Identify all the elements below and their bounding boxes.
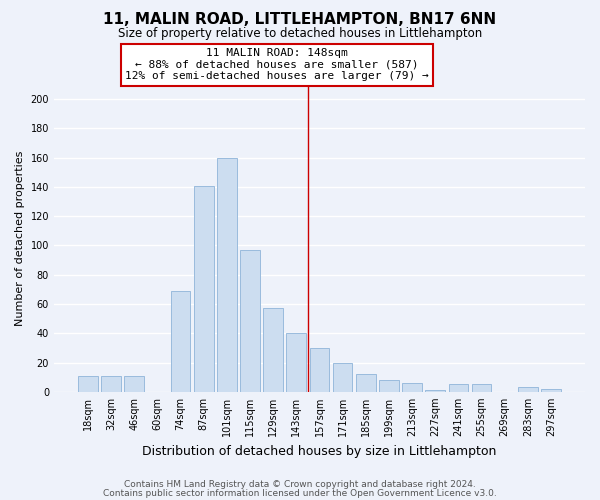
Bar [472,384,491,392]
Bar [240,250,260,392]
Bar [194,186,214,392]
Bar [217,158,236,392]
Bar [310,348,329,392]
Bar [518,388,538,392]
Y-axis label: Number of detached properties: Number of detached properties [15,150,25,326]
Bar [402,383,422,392]
Bar [101,376,121,392]
Bar [263,308,283,392]
Text: Contains public sector information licensed under the Open Government Licence v3: Contains public sector information licen… [103,489,497,498]
Text: Size of property relative to detached houses in Littlehampton: Size of property relative to detached ho… [118,28,482,40]
Bar [124,376,144,392]
Bar [425,390,445,392]
Bar [379,380,399,392]
Bar [170,291,190,392]
Bar [541,389,561,392]
X-axis label: Distribution of detached houses by size in Littlehampton: Distribution of detached houses by size … [142,444,497,458]
Bar [356,374,376,392]
Bar [78,376,98,392]
Text: Contains HM Land Registry data © Crown copyright and database right 2024.: Contains HM Land Registry data © Crown c… [124,480,476,489]
Bar [449,384,468,392]
Text: 11 MALIN ROAD: 148sqm
← 88% of detached houses are smaller (587)
12% of semi-det: 11 MALIN ROAD: 148sqm ← 88% of detached … [125,48,429,82]
Text: 11, MALIN ROAD, LITTLEHAMPTON, BN17 6NN: 11, MALIN ROAD, LITTLEHAMPTON, BN17 6NN [103,12,497,28]
Bar [286,334,306,392]
Bar [333,362,352,392]
